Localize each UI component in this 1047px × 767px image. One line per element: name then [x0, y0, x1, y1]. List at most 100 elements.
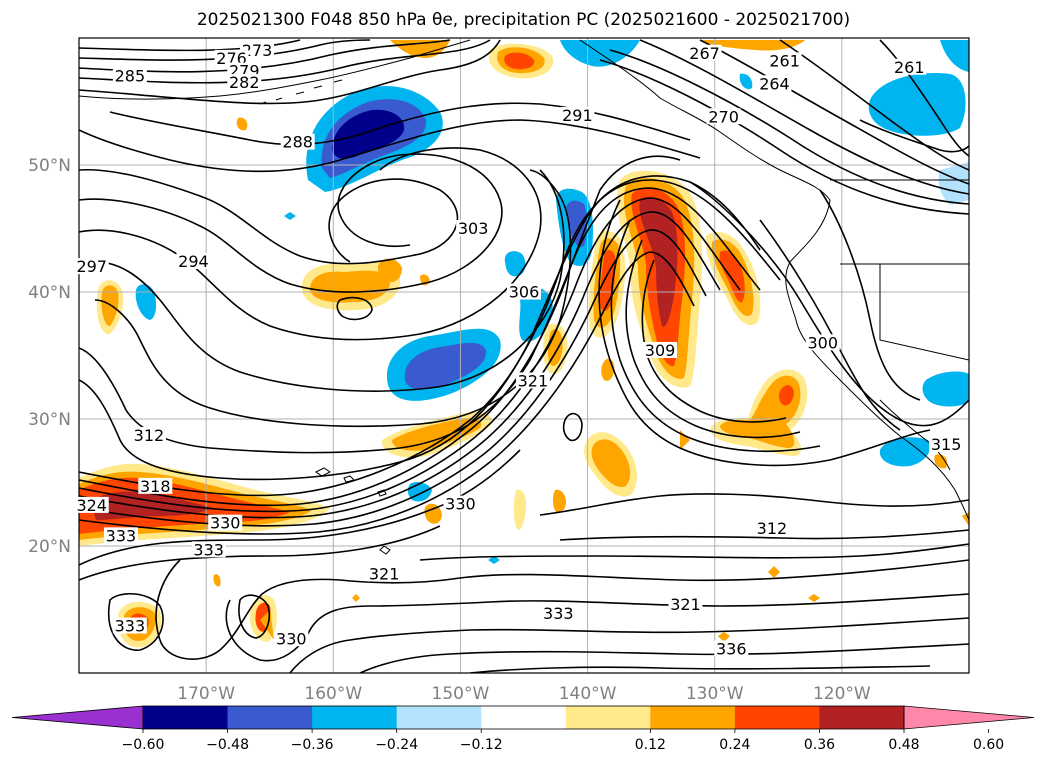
negative-anomaly-area	[332, 109, 405, 159]
lon-tick-label: 160°W	[304, 684, 362, 704]
positive-anomaly-area	[352, 594, 360, 602]
contour-line	[79, 251, 695, 535]
contour-label: 333	[112, 617, 147, 636]
contour-label-text: 315	[931, 435, 962, 454]
colorbar-bin	[565, 706, 651, 729]
contour-label-text: 285	[115, 67, 146, 86]
map-grid	[79, 38, 969, 673]
theta-e-contours	[79, 39, 969, 673]
positive-anomaly-area	[236, 117, 248, 131]
map-frame	[78, 37, 970, 674]
contour-label: 312	[754, 519, 789, 538]
lat-tick-label: 50°N	[28, 156, 71, 176]
contour-label-bg	[892, 58, 927, 75]
contour-line	[639, 39, 969, 195]
contour-line	[238, 594, 271, 639]
colorbar-bin	[227, 706, 313, 729]
contour-line	[79, 229, 707, 527]
colorbar-frame	[142, 705, 905, 730]
contour-label-text: 333	[115, 617, 146, 636]
positive-anomaly-area	[213, 574, 221, 587]
contour-line	[289, 617, 969, 673]
negative-anomaly-area	[868, 73, 966, 136]
contour-label: 333	[541, 604, 576, 623]
lon-tick-label: 150°W	[432, 684, 490, 704]
contour-label-text: 330	[210, 514, 241, 533]
contour-label: 282	[227, 73, 262, 92]
contour-label-bg	[176, 253, 211, 270]
contour-label-bg	[208, 514, 243, 531]
contour-label-text: 309	[645, 341, 676, 360]
contour-labels: 2732762792822852882913032942973063093213…	[74, 41, 964, 658]
negative-anomaly-area	[284, 212, 296, 220]
contour-line	[79, 153, 503, 293]
contour-label-bg	[74, 496, 109, 513]
negative-anomaly-area	[404, 342, 487, 390]
contour-label: 333	[103, 526, 138, 545]
precip-shading	[79, 40, 969, 648]
contour-label-bg	[74, 258, 109, 275]
colorbar-over-arrow	[903, 705, 1035, 730]
contour-label: 264	[757, 74, 792, 93]
contour-label: 261	[892, 58, 927, 77]
positive-anomaly-area	[310, 270, 390, 303]
contour-label-bg	[367, 565, 402, 582]
contour-label-text: 288	[282, 133, 313, 152]
contour-label: 321	[668, 595, 703, 614]
contour-line	[609, 49, 969, 205]
contour-label-bg	[757, 75, 792, 92]
contour-label-text: 306	[509, 283, 540, 302]
contour-line	[641, 259, 787, 423]
contour-line	[79, 211, 721, 519]
positive-anomaly-area	[601, 358, 615, 381]
lon-tick-label: 120°W	[813, 684, 871, 704]
contour-line	[79, 187, 761, 507]
contour-label: 294	[176, 252, 211, 271]
contour-label-text: 333	[106, 526, 137, 545]
lon-tick-label: 130°W	[686, 684, 744, 704]
contour-label-text: 261	[894, 58, 925, 77]
contour-line	[155, 559, 969, 660]
contour-line	[225, 593, 969, 662]
contour-label-text: 321	[670, 595, 701, 614]
contour-label-text: 291	[562, 106, 593, 125]
contour-label-bg	[112, 67, 147, 84]
positive-anomaly-area	[768, 566, 780, 578]
colorbar-bin	[481, 706, 567, 729]
contour-line	[79, 175, 761, 481]
contour-label-text: 333	[193, 540, 224, 559]
positive-anomaly-area	[934, 454, 948, 469]
contour-line	[599, 59, 969, 215]
contour-label: 270	[706, 107, 741, 126]
contour-label-bg	[706, 108, 741, 125]
contour-line	[79, 525, 441, 581]
positive-anomaly-area	[377, 258, 402, 283]
negative-anomaly-area	[739, 73, 753, 90]
contour-label-bg	[541, 604, 576, 621]
lat-tick-label: 40°N	[28, 283, 71, 303]
contour-label-bg	[138, 477, 173, 494]
contour-label-bg	[515, 372, 550, 389]
contour-label-text: 321	[518, 371, 549, 390]
contour-label: 330	[443, 495, 478, 514]
positive-anomaly-area	[552, 489, 566, 513]
negative-anomaly-area	[504, 251, 526, 277]
contour-line	[79, 179, 781, 497]
contour-line	[879, 39, 969, 157]
contour-label-text: 273	[242, 41, 273, 60]
contour-line	[559, 529, 969, 541]
contour-label: 297	[74, 257, 109, 276]
contour-label: 288	[280, 133, 315, 152]
contour-label: 312	[131, 426, 166, 445]
contour-label: 306	[507, 283, 541, 302]
lon-tick-label: 170°W	[177, 684, 235, 704]
contour-label-bg	[103, 527, 138, 544]
contour-label-text: 312	[134, 426, 165, 445]
contour-label-bg	[754, 519, 789, 536]
positive-anomaly-area	[962, 512, 969, 526]
negative-anomaly-area	[938, 162, 969, 205]
colorbar-bin	[143, 706, 229, 729]
contour-line	[759, 219, 901, 431]
contour-label: 330	[274, 629, 309, 648]
colorbar-tick-label: −0.36	[291, 737, 334, 753]
